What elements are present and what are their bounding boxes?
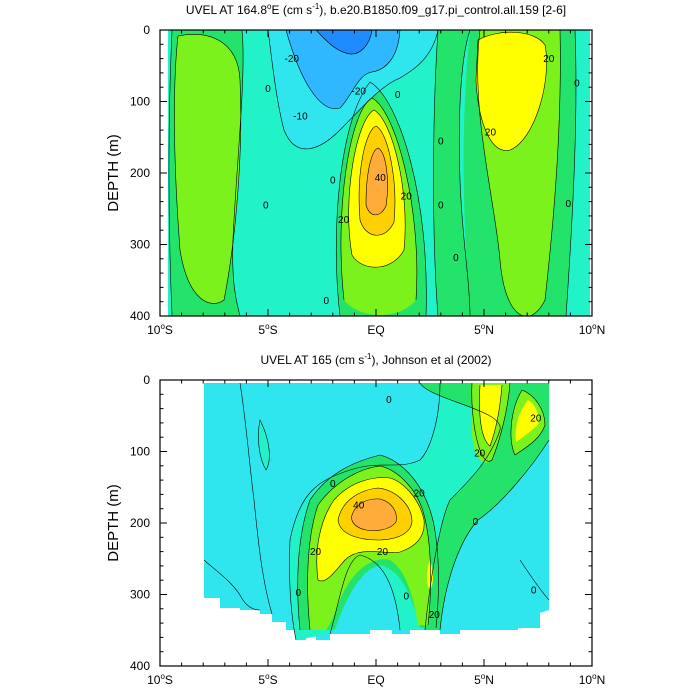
- x-tick-label: 5oN: [474, 672, 494, 687]
- contour-label: -10: [293, 111, 308, 122]
- y-tick-label: 0: [143, 373, 150, 387]
- x-tick-label: 5oN: [474, 322, 494, 337]
- y-tick-label: 100: [130, 445, 150, 459]
- contour-label: 20: [401, 191, 413, 202]
- x-tick-label: 10oN: [579, 322, 605, 337]
- contour-label: 20: [377, 547, 389, 558]
- contour-label-group: 0 20 20 0 40 20 20 20 0 0 0 20 0: [295, 395, 541, 621]
- contour-band-30-to-40: [515, 400, 539, 442]
- contour-label: 40: [375, 173, 387, 184]
- panel-model-ylabel: DEPTH (m): [105, 134, 122, 212]
- panel-observation-field: 0 20 20 0 40 20 20 20 0 0 0 20 0: [160, 380, 592, 666]
- x-tick-label: 5oS: [258, 322, 277, 337]
- contour-label: 20: [543, 54, 555, 65]
- contour-label: 0: [324, 296, 330, 307]
- contour-label: 0: [453, 253, 459, 264]
- y-tick-label: 0: [143, 23, 150, 37]
- contour-band-minus20-to-minus10: [286, 30, 400, 109]
- contour-label: 0: [403, 591, 409, 602]
- contour-label: 0: [438, 136, 444, 147]
- contour-label: 0: [395, 90, 401, 101]
- panel-model-field: 0 0 -10 0 0 -20 -20 0 20 20 40 0 0 0 20 20 0 0: [160, 30, 592, 316]
- contour-label: 20: [414, 488, 426, 499]
- contour-band-50-plus: [351, 498, 397, 531]
- contour-label: 20: [429, 610, 441, 621]
- contour-label: 0: [565, 199, 571, 210]
- y-tick-label: 400: [130, 659, 150, 673]
- y-tick-label: 400: [130, 309, 150, 323]
- y-tick-label: 300: [130, 588, 150, 602]
- y-tick-label: 200: [130, 516, 150, 530]
- contour-band-30-to-40: [427, 560, 433, 590]
- y-tick-label: 300: [130, 238, 150, 252]
- contour-label: 0: [438, 201, 444, 212]
- contour-label: 20: [474, 448, 486, 459]
- contour-label: 0: [265, 84, 271, 95]
- contour-lines: [203, 382, 550, 641]
- panel-observation-title: UVEL AT 165 (cm s-1), Johnson et al (200…: [260, 352, 491, 367]
- panel-observation-ylabel: DEPTH (m): [105, 484, 122, 562]
- contour-label: 20: [310, 547, 322, 558]
- contour-label: 0: [295, 588, 301, 599]
- contour-band-20-to-30: [174, 34, 241, 304]
- contour-label: -20: [351, 86, 366, 97]
- contour-label: -20: [285, 54, 300, 65]
- x-tick-label: 5oS: [258, 672, 277, 687]
- y-tick-label: 200: [130, 166, 150, 180]
- contour-label: 20: [338, 215, 350, 226]
- contour-label-group: 0 0 -10 0 0 -20 -20 0 20 20 40 0 0 0 20 20 0 0: [263, 54, 580, 307]
- contour-band-30-to-40: [476, 32, 547, 151]
- x-tick-label: 10oS: [147, 322, 173, 337]
- contour-band-10-to-20: [433, 30, 470, 316]
- x-tick-label: EQ: [367, 673, 384, 687]
- contour-label: 0: [330, 479, 336, 490]
- panel-model: UVEL AT 164.8oE (cm s-1), b.e20.B1850.f0…: [105, 2, 605, 337]
- contour-band-30-to-40: [479, 385, 502, 446]
- panel-model-title: UVEL AT 164.8oE (cm s-1), b.e20.B1850.f0…: [186, 2, 566, 17]
- contour-label: 0: [263, 201, 269, 212]
- contour-label: 20: [530, 413, 542, 424]
- contour-band-50-plus: [366, 148, 388, 215]
- contour-label: 0: [386, 395, 392, 406]
- contour-label: 0: [473, 517, 479, 528]
- x-tick-label: 10oS: [147, 672, 173, 687]
- contour-label: 0: [531, 586, 537, 597]
- contour-label: 40: [353, 501, 365, 512]
- x-tick-label: 10oN: [579, 672, 605, 687]
- contour-label: 0: [574, 78, 580, 89]
- y-tick-label: 100: [130, 95, 150, 109]
- contour-band-minus30-to-minus20: [316, 30, 372, 55]
- panel-observation: UVEL AT 165 (cm s-1), Johnson et al (200…: [105, 352, 605, 687]
- contour-label: 0: [330, 176, 336, 187]
- contour-lines: [168, 30, 577, 316]
- contour-label: 20: [485, 128, 497, 139]
- x-tick-label: EQ: [367, 323, 384, 337]
